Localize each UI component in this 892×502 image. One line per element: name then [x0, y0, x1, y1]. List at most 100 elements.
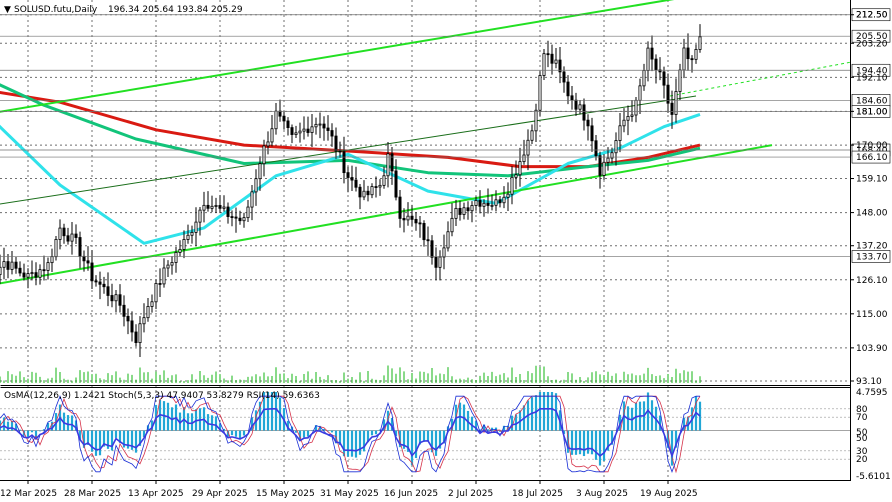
candle-body — [54, 239, 58, 258]
candle-body — [662, 71, 666, 86]
price-tick-label: 115.00 — [856, 310, 888, 320]
oscillator-tick-label: 20 — [856, 455, 868, 465]
candle-body — [362, 190, 366, 198]
candle-body — [630, 114, 634, 117]
time-tick-label: 3 Aug 2025 — [576, 489, 628, 499]
candle-body — [18, 267, 22, 274]
candle-body — [302, 128, 306, 132]
price-tick-label: 137.20 — [856, 242, 888, 252]
candle-body — [78, 237, 82, 257]
candle-body — [234, 216, 238, 219]
time-tick-label: 13 Apr 2025 — [128, 489, 184, 499]
candle-body — [230, 216, 234, 218]
candle-body — [26, 273, 30, 278]
candle-body — [6, 261, 10, 270]
candle-body — [478, 200, 482, 207]
candle-body — [42, 269, 46, 272]
candle-body — [494, 199, 498, 206]
oscillator-header: OsMA(12,26,9) 1.2421 Stoch(5,3,3) 47.940… — [4, 391, 320, 401]
candle-body — [474, 200, 478, 206]
candle-body — [350, 177, 354, 181]
candle-body — [406, 215, 410, 221]
candle-body — [242, 217, 246, 222]
candle-body — [214, 205, 218, 207]
candle-body — [646, 47, 650, 71]
stoch-main-line — [0, 395, 700, 473]
candle-body — [222, 206, 226, 209]
candle-body — [14, 261, 18, 269]
candle-body — [34, 272, 38, 278]
candle-body — [614, 140, 618, 154]
candle-body — [290, 127, 294, 135]
header-arrow: ▼ — [4, 5, 11, 15]
candle-body — [510, 176, 514, 195]
candle-body — [102, 283, 106, 288]
candle-body — [686, 47, 690, 60]
candle-body — [430, 240, 434, 258]
price-level-label: 194.40 — [856, 66, 888, 76]
candle-body — [570, 95, 574, 101]
candle-body — [562, 71, 566, 83]
trend-line-extension — [669, 61, 851, 97]
candle-body — [86, 260, 90, 264]
candle-body — [338, 150, 342, 153]
candle-body — [470, 205, 474, 212]
candle-body — [330, 130, 334, 137]
candle-body — [118, 294, 122, 306]
candle-body — [22, 272, 26, 278]
candle-body — [154, 283, 158, 303]
candle-body — [62, 227, 66, 237]
price-tick-label: 212.50 — [856, 11, 888, 21]
candle-body — [266, 141, 270, 147]
candle-body — [618, 125, 622, 141]
candle-body — [386, 153, 390, 177]
candle-body — [134, 331, 138, 344]
candle-body — [622, 119, 626, 127]
candle-body — [138, 323, 142, 344]
candle-body — [82, 255, 86, 262]
time-tick-label: 15 May 2025 — [256, 489, 315, 499]
candle-body — [398, 196, 402, 219]
candle-body — [74, 233, 78, 238]
candle-body — [142, 317, 146, 325]
candle-body — [126, 315, 130, 322]
candle-body — [106, 286, 110, 296]
candle-body — [370, 186, 374, 196]
candle-body — [542, 53, 546, 76]
candle-body — [58, 227, 62, 240]
candle-body — [550, 53, 554, 64]
candle-body — [670, 102, 674, 115]
candle-body — [298, 130, 302, 134]
grid-lines — [0, 0, 850, 480]
candle-body — [334, 135, 338, 152]
candle-body — [534, 109, 538, 132]
price-level-label: 205.50 — [856, 32, 888, 42]
time-tick-label: 18 Jul 2025 — [512, 489, 563, 499]
oscillator-tick-label: 50 — [856, 434, 868, 444]
candle-body — [382, 175, 386, 186]
candle-body — [458, 207, 462, 215]
candle-body — [394, 170, 398, 198]
candle-body — [346, 172, 350, 178]
time-tick-label: 2 Jul 2025 — [448, 489, 493, 499]
candle-body — [10, 261, 14, 270]
candle-body — [466, 207, 470, 212]
candle-body — [282, 115, 286, 122]
candle-body — [690, 58, 694, 61]
candle-body — [262, 145, 266, 165]
candle-body — [402, 218, 406, 221]
candle-body — [358, 186, 362, 198]
candle-body — [218, 205, 222, 209]
candle-body — [442, 247, 446, 258]
candle-body — [598, 155, 602, 176]
candle-body — [238, 217, 242, 222]
candle-body — [306, 128, 310, 133]
panel-frames — [0, 0, 851, 481]
price-tick-label: 159.10 — [856, 175, 888, 185]
candle-body — [626, 116, 630, 121]
price-level-label-box — [851, 250, 891, 263]
candle-body — [498, 199, 502, 204]
rsi-line — [0, 407, 701, 459]
